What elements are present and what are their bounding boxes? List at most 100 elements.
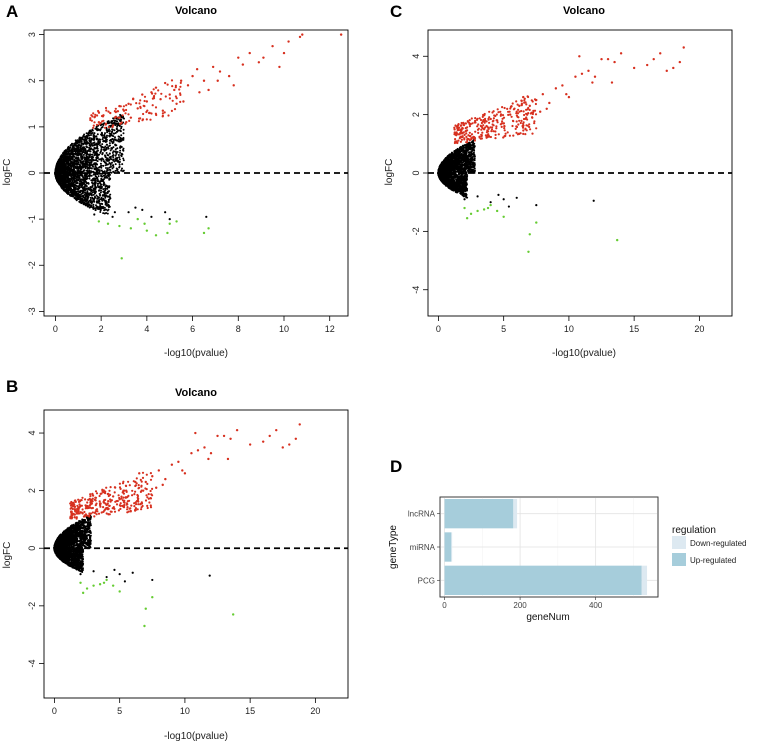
ns-point xyxy=(80,181,83,184)
ns-point xyxy=(120,134,123,137)
ns-point xyxy=(111,128,114,131)
up-point xyxy=(182,100,185,103)
up-point xyxy=(287,40,290,43)
ns-point xyxy=(102,178,105,181)
ns-point xyxy=(70,152,73,155)
x-tick-label: 2 xyxy=(99,324,104,334)
ns-point xyxy=(95,204,97,207)
ns-point xyxy=(103,133,106,136)
ns-point xyxy=(63,189,66,192)
ns-point xyxy=(68,169,70,172)
ns-point xyxy=(89,206,92,208)
ns-point xyxy=(88,169,91,172)
ns-point xyxy=(108,139,111,142)
ns-point xyxy=(84,174,87,177)
ns-point xyxy=(81,175,84,178)
ns-point xyxy=(85,202,88,205)
ns-point xyxy=(113,132,116,135)
up-point xyxy=(149,118,152,121)
ns-point xyxy=(168,218,171,221)
ns-point xyxy=(85,132,88,135)
down-point xyxy=(118,224,121,228)
ns-point xyxy=(96,163,99,166)
ns-point xyxy=(205,215,208,218)
ns-point xyxy=(69,183,72,186)
ns-point xyxy=(90,174,93,177)
ns-point xyxy=(114,148,117,151)
up-point xyxy=(157,89,160,92)
up-point xyxy=(211,65,215,69)
ns-point xyxy=(89,192,92,195)
x-axis-label: -log10(pvalue) xyxy=(164,348,228,359)
ns-point xyxy=(105,204,108,207)
ns-point xyxy=(79,138,82,141)
ns-point xyxy=(58,164,61,167)
ns-point xyxy=(102,174,105,177)
ns-point xyxy=(92,193,95,196)
ns-point xyxy=(95,143,98,145)
ns-point xyxy=(102,212,105,215)
ns-point xyxy=(78,182,81,185)
ns-point xyxy=(56,179,59,182)
ns-point xyxy=(119,149,122,152)
ns-point xyxy=(91,148,94,151)
ns-point xyxy=(83,185,86,188)
ns-point xyxy=(60,175,63,178)
up-point xyxy=(105,109,108,112)
ns-point xyxy=(89,198,92,201)
ns-point xyxy=(102,164,105,167)
ns-point xyxy=(59,171,62,174)
ns-point xyxy=(96,182,99,185)
up-point xyxy=(174,95,177,98)
ns-point xyxy=(89,196,92,199)
ns-point xyxy=(90,130,93,133)
ns-point xyxy=(82,136,84,138)
ns-point xyxy=(79,201,82,204)
y-axis-label: logFC xyxy=(2,542,13,569)
ns-point xyxy=(83,169,86,172)
up-point xyxy=(122,105,125,108)
up-point xyxy=(195,68,199,71)
ns-point xyxy=(96,178,99,181)
ns-point xyxy=(106,134,108,137)
ns-point xyxy=(108,195,111,198)
ns-point xyxy=(109,163,112,166)
ns-point xyxy=(90,186,93,189)
ns-point xyxy=(99,185,102,188)
up-point xyxy=(113,116,117,119)
ns-point xyxy=(85,195,88,198)
ns-point xyxy=(109,197,112,200)
up-point xyxy=(141,119,144,122)
ns-point xyxy=(115,150,117,153)
ns-point xyxy=(86,158,88,161)
ns-point xyxy=(67,191,70,194)
ns-point xyxy=(81,183,84,186)
ns-point xyxy=(70,160,73,163)
ns-point xyxy=(81,157,84,160)
up-point xyxy=(125,104,128,107)
ns-point xyxy=(90,170,92,173)
ns-point xyxy=(87,161,90,164)
y-tick-label: 1 xyxy=(27,124,37,129)
ns-point xyxy=(94,167,97,170)
ns-point xyxy=(109,169,112,171)
ns-point xyxy=(74,186,77,189)
ns-point xyxy=(96,180,99,183)
ns-point xyxy=(82,153,85,156)
up-point xyxy=(154,86,158,89)
up-point xyxy=(173,108,177,111)
ns-point xyxy=(114,169,117,172)
ns-point xyxy=(94,163,97,166)
ns-point xyxy=(60,166,63,169)
ns-point xyxy=(61,158,64,161)
ns-point xyxy=(89,186,92,189)
up-point xyxy=(124,112,127,115)
ns-point xyxy=(79,163,81,166)
ns-point xyxy=(115,122,117,125)
up-point xyxy=(145,118,148,121)
ns-point xyxy=(80,140,83,143)
ns-point xyxy=(112,156,115,159)
up-point xyxy=(248,51,251,55)
ns-point xyxy=(76,165,79,168)
